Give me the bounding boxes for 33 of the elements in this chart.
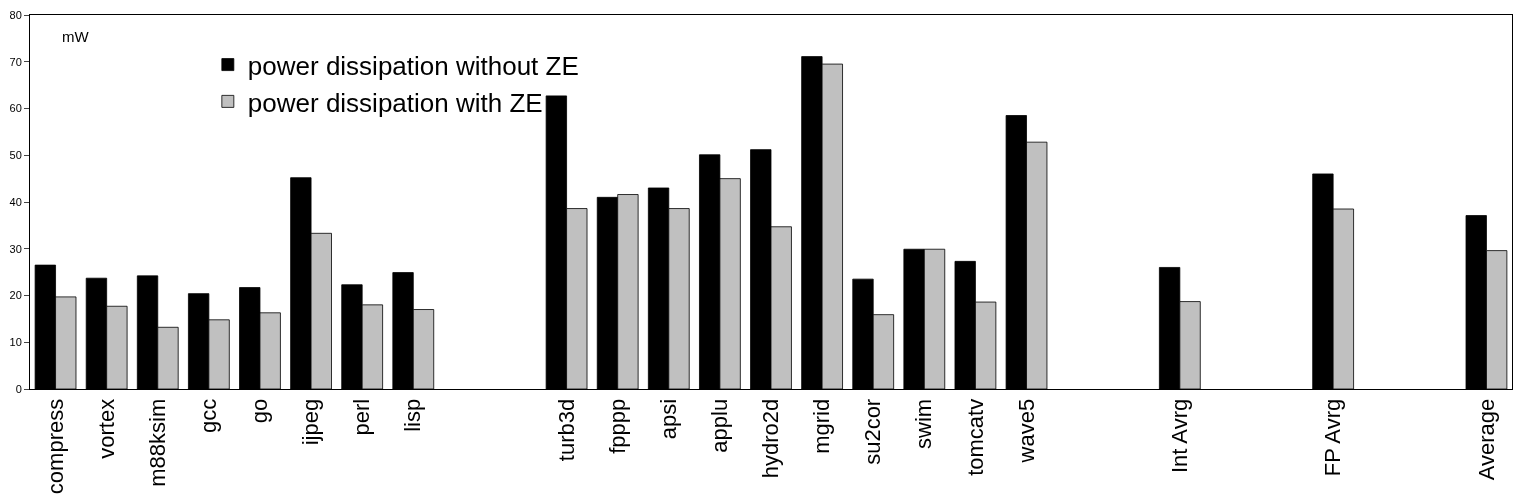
x-tick-label: Average — [1473, 398, 1499, 481]
x-tick-label: turb3d — [553, 398, 579, 462]
y-tick-label: 70 — [9, 55, 22, 68]
x-tick-label: m88ksim — [144, 398, 170, 487]
x-tick-label: compress — [42, 398, 68, 495]
legend-label: power dissipation without ZE — [247, 50, 579, 81]
x-tick-label: gcc — [196, 398, 222, 434]
x-tick-label: hydro2d — [758, 398, 784, 479]
y-tick-label: 40 — [9, 195, 22, 208]
x-tick-label: Int Avrg — [1166, 398, 1192, 473]
x-tick-label: FP Avrg — [1320, 398, 1346, 477]
y-tick-label: 50 — [9, 149, 22, 162]
y-axis-title: mW — [62, 28, 90, 45]
x-tick-label: fpppp — [604, 398, 630, 454]
x-tick-label: su2cor — [860, 398, 886, 465]
y-tick-label: 30 — [9, 242, 22, 255]
x-tick-label: go — [247, 398, 273, 424]
x-tick-label: lisp — [400, 398, 426, 432]
x-tick-label: swim — [911, 398, 937, 449]
x-tick-label: tomcatv — [962, 398, 988, 476]
x-tick-label: applu — [707, 398, 733, 453]
y-tick-label: 20 — [9, 289, 22, 302]
y-tick-label: 60 — [9, 102, 22, 115]
x-tick-label: wave5 — [1013, 398, 1039, 464]
x-tick-label: perl — [349, 398, 375, 436]
legend-label: power dissipation with ZE — [247, 87, 543, 118]
x-tick-label: vortex — [93, 398, 119, 459]
y-tick-label: 0 — [15, 382, 22, 395]
x-tick-label: mgrid — [809, 398, 835, 454]
y-tick-label: 80 — [9, 8, 22, 21]
y-tick-label: 10 — [9, 336, 22, 349]
x-tick-label: apsi — [655, 398, 681, 440]
x-tick-label: ijpeg — [298, 398, 324, 446]
